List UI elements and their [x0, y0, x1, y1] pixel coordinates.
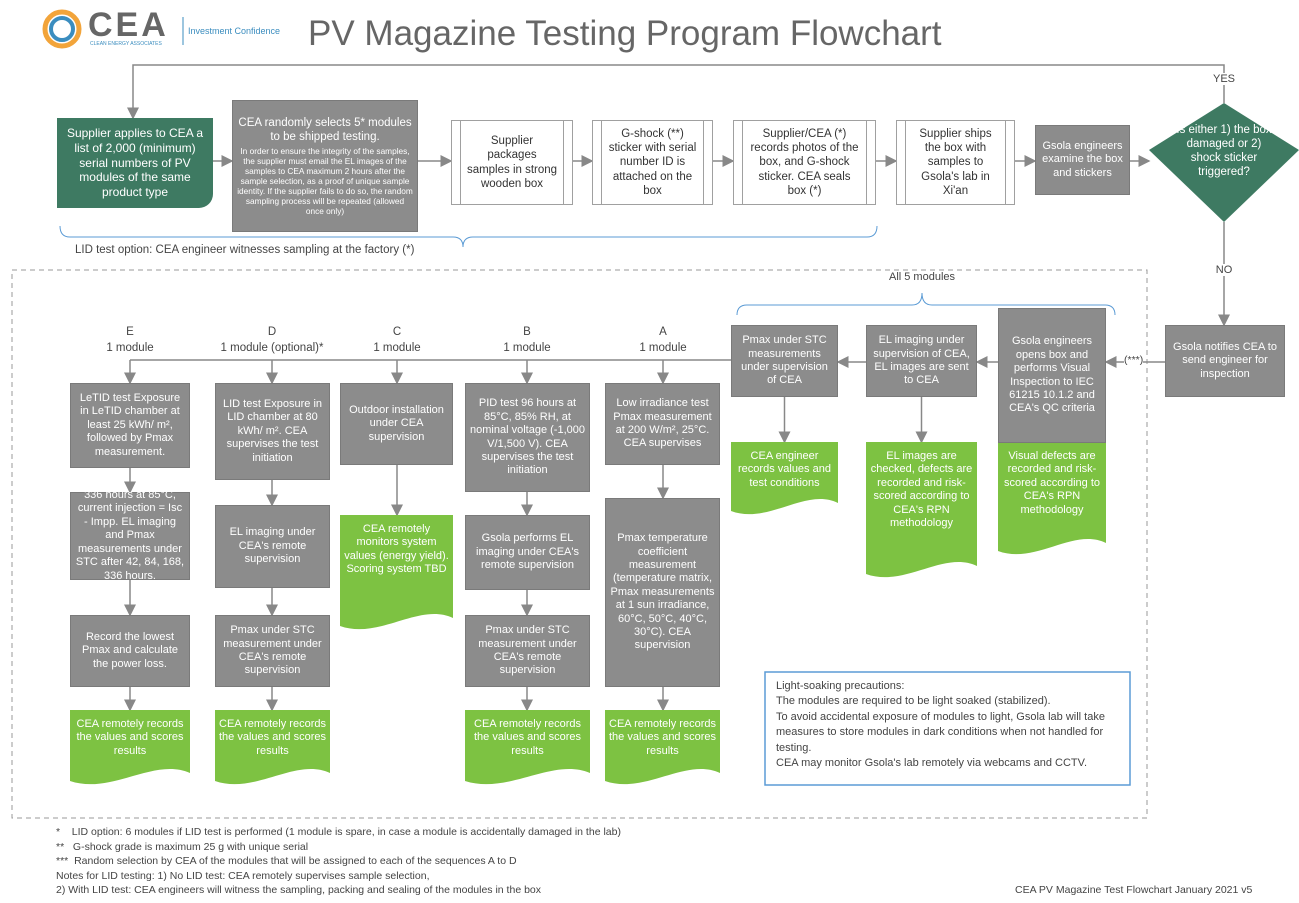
test-step: LID test Exposure in LID chamber at 80 k… — [215, 383, 330, 480]
footnote: 2) With LID test: CEA engineers will wit… — [56, 884, 542, 896]
sequence-letter: C — [392, 326, 402, 338]
step-detail: In order to ensure the integrity of the … — [237, 145, 413, 217]
sequence-count: 1 module — [503, 342, 551, 354]
process-step: CEA randomly selects 5* modules to be sh… — [232, 100, 418, 232]
lid-option: LID test option: CEA engineer witnesses … — [75, 244, 415, 256]
logo-subtitle: CLEAN ENERGY ASSOCIATES — [90, 41, 162, 47]
process-step: G-shock (**) sticker with serial number … — [592, 120, 713, 205]
all-modules-label: All 5 modules — [888, 271, 956, 283]
footnote: ** G-shock grade is maximum 25 g with un… — [56, 840, 309, 853]
test-result: CEA remotely records the values and scor… — [609, 718, 717, 757]
footnote: *** Random selection by CEA of the modul… — [56, 855, 517, 867]
test-step: Record the lowest Pmax and calculate the… — [70, 615, 190, 687]
step-title: CEA randomly selects 5* modules to be sh… — [238, 116, 412, 143]
precautions-note: Light-soaking precautions: The modules ar… — [776, 679, 1121, 771]
brace — [59, 225, 878, 248]
document-shape — [70, 710, 190, 785]
decision-diamond — [1149, 103, 1299, 222]
document-shape — [215, 710, 330, 785]
process-step: Gsola engineers examine the box and stic… — [1035, 125, 1130, 195]
inspection-step: EL imaging under supervision of CEA, EL … — [866, 325, 977, 397]
dashed-frame — [11, 269, 1148, 819]
document-shape — [340, 515, 453, 630]
sequence-count: 1 module — [639, 342, 687, 354]
test-result: CEA remotely records the values and scor… — [219, 718, 327, 757]
test-step: PID test 96 hours at 85°C, 85% RH, at no… — [465, 383, 590, 492]
logo-text: CEA — [88, 6, 169, 44]
sequence-letter: D — [267, 326, 277, 338]
test-step: EL imaging under CEA's remote supervisio… — [215, 505, 330, 588]
test-result: CEA remotely monitors system values (ene… — [344, 523, 449, 576]
process-step: Supplier/CEA (*) records photos of the b… — [733, 120, 876, 205]
inspection-step: Gsola engineers opens box and performs V… — [998, 308, 1106, 443]
sequence-count: 1 module — [373, 342, 421, 354]
document-shape — [605, 710, 720, 785]
test-result: CEA remotely records the values and scor… — [76, 718, 184, 757]
logo-ring — [42, 9, 82, 49]
decision-text: Is either 1) the box damaged or 2) shock… — [1176, 123, 1272, 179]
test-step: Pmax temperature coefficient measurement… — [605, 498, 720, 687]
footer: CEA PV Magazine Test Flowchart January 2… — [1015, 884, 1253, 896]
test-step: LeTID test Exposure in LeTID chamber at … — [70, 383, 190, 468]
test-result: CEA remotely records the values and scor… — [473, 718, 581, 757]
sequence-letter: E — [126, 326, 134, 338]
test-step: Gsola performs EL imaging under CEA's re… — [465, 515, 590, 590]
logo-ring — [49, 16, 75, 42]
sequence-letter: A — [659, 326, 667, 338]
inspection-step: Pmax under STC measurements under superv… — [731, 325, 838, 397]
process-step: Supplier packages samples in strong wood… — [451, 120, 573, 205]
footnote: * LID option: 6 modules if LID test is p… — [56, 826, 621, 838]
inspection-result: EL images are checked, defects are recor… — [870, 450, 973, 530]
sequence-letter: B — [523, 326, 531, 338]
brace — [736, 292, 1116, 316]
note-line: CEA may monitor Gsola's lab remotely via… — [776, 756, 1088, 769]
notify-step: Gsola notifies CEA to send engineer for … — [1165, 325, 1285, 397]
test-step: 336 hours at 85°C, current injection = I… — [70, 489, 190, 582]
tagline: Investment Confidence — [188, 26, 281, 36]
note-line: Light-soaking precautions: — [776, 680, 905, 692]
inspection-result: Visual defects are recorded and risk-sco… — [1004, 450, 1100, 516]
yes-label: YES — [1213, 73, 1236, 85]
process-step: Supplier applies to CEA a list of 2,000 … — [57, 118, 213, 208]
test-step: Pmax under STC measurement under CEA's r… — [465, 615, 590, 687]
document-shape — [866, 442, 977, 578]
inspection-result: CEA engineer records values and test con… — [738, 450, 831, 489]
test-step: Pmax under STC measurement under CEA's r… — [215, 615, 330, 687]
note-line: The modules are required to be light soa… — [776, 695, 1051, 708]
note-line: To avoid accidental exposure of modules … — [776, 710, 1105, 754]
document-shape — [465, 710, 590, 785]
sequence-count: 1 module — [106, 342, 154, 354]
document-shape — [731, 442, 838, 515]
process-step: Supplier ships the box with samples to G… — [896, 120, 1015, 205]
sequence-count: 1 module (optional)* — [220, 342, 324, 354]
title: PV Magazine Testing Program Flowchart — [308, 14, 942, 53]
test-step: Outdoor installation under CEA supervisi… — [340, 383, 453, 465]
footnote: Notes for LID testing: 1) No LID test: C… — [56, 869, 430, 882]
document-shape — [998, 442, 1106, 555]
random-label: (***) — [1124, 354, 1144, 366]
no-label: NO — [1213, 264, 1235, 276]
note-frame — [764, 671, 1131, 786]
test-step: Low irradiance test Pmax measurement at … — [605, 383, 720, 465]
